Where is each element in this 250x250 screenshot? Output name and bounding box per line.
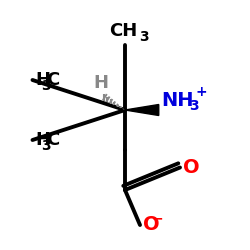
Text: 3: 3 (41, 139, 51, 153)
Text: +: + (196, 86, 207, 100)
Polygon shape (125, 104, 159, 116)
Text: CH: CH (110, 22, 138, 40)
Text: O: O (182, 158, 199, 177)
Text: O: O (142, 216, 159, 234)
Text: NH: NH (161, 90, 194, 110)
Text: H: H (94, 74, 109, 92)
Text: C: C (46, 71, 60, 89)
Text: 3: 3 (41, 79, 51, 93)
Text: 3: 3 (189, 99, 198, 113)
Text: C: C (46, 131, 60, 149)
Text: H: H (35, 131, 50, 149)
Text: 3: 3 (139, 30, 148, 44)
Text: −: − (151, 211, 163, 225)
Text: H: H (35, 71, 50, 89)
